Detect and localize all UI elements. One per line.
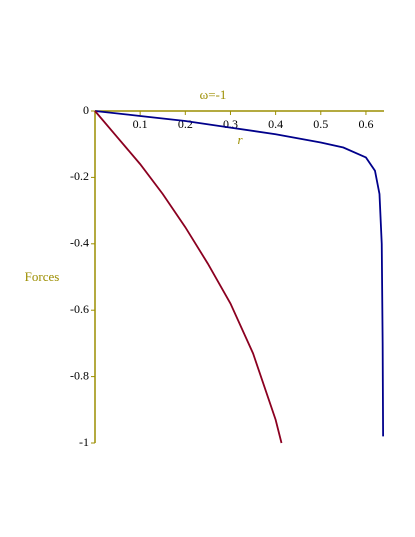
x-tick-label: 0.5 (313, 117, 328, 131)
y-tick-label: -1 (79, 435, 89, 449)
x-tick-label: 0.2 (178, 117, 193, 131)
x-tick-label: 0.1 (133, 117, 148, 131)
y-axis-label: Forces (25, 269, 60, 284)
series-line (94, 110, 384, 437)
x-tick-label: 0.6 (358, 117, 373, 131)
y-tick-label: -0.4 (70, 236, 89, 250)
y-tick-label: -0.8 (70, 368, 89, 382)
x-axis-label: r (237, 132, 243, 147)
x-tick-label: 0.4 (268, 117, 283, 131)
y-tick-label: -0.2 (70, 169, 89, 183)
series-line (94, 110, 283, 444)
y-tick-label: -0.6 (70, 302, 89, 316)
chart-title: ω=-1 (200, 87, 227, 102)
y-tick-label: 0 (83, 103, 89, 117)
